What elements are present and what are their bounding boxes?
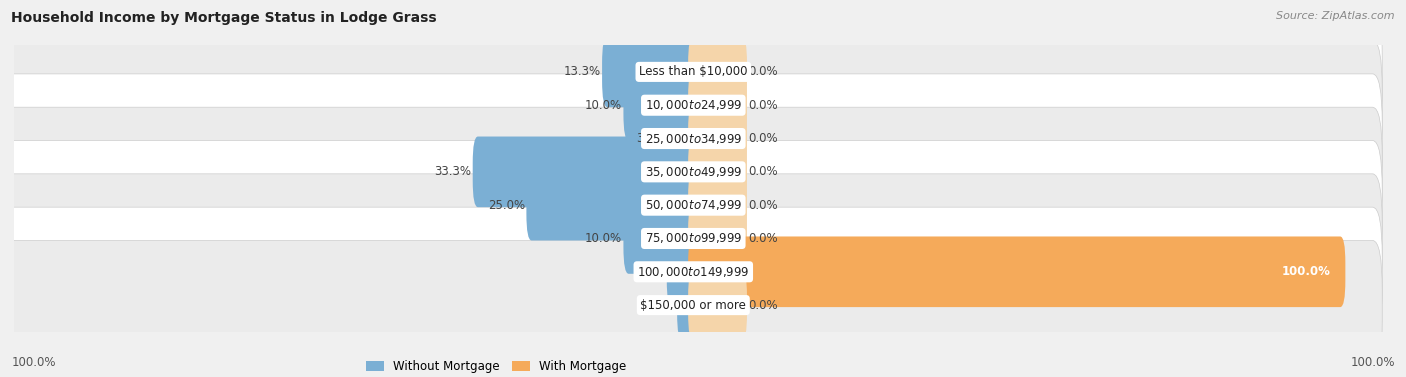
Text: 25.0%: 25.0% xyxy=(488,199,524,211)
FancyBboxPatch shape xyxy=(602,37,699,107)
Text: 0.0%: 0.0% xyxy=(748,166,778,178)
FancyBboxPatch shape xyxy=(666,103,699,174)
FancyBboxPatch shape xyxy=(688,136,747,207)
FancyBboxPatch shape xyxy=(678,270,699,340)
FancyBboxPatch shape xyxy=(688,70,747,141)
Text: $75,000 to $99,999: $75,000 to $99,999 xyxy=(644,231,742,245)
FancyBboxPatch shape xyxy=(4,41,1382,170)
Text: 0.0%: 0.0% xyxy=(748,65,778,78)
Text: 10.0%: 10.0% xyxy=(585,99,621,112)
Text: 100.0%: 100.0% xyxy=(11,357,56,369)
FancyBboxPatch shape xyxy=(4,107,1382,236)
FancyBboxPatch shape xyxy=(4,241,1382,370)
Text: 100.0%: 100.0% xyxy=(1350,357,1395,369)
Text: $25,000 to $34,999: $25,000 to $34,999 xyxy=(644,132,742,146)
Text: 0.0%: 0.0% xyxy=(748,132,778,145)
FancyBboxPatch shape xyxy=(688,270,747,340)
Text: 3.3%: 3.3% xyxy=(636,265,665,278)
Text: 0.0%: 0.0% xyxy=(748,99,778,112)
FancyBboxPatch shape xyxy=(688,236,1346,307)
Text: 0.0%: 0.0% xyxy=(748,232,778,245)
Text: 100.0%: 100.0% xyxy=(1282,265,1330,278)
FancyBboxPatch shape xyxy=(526,170,699,241)
Text: Less than $10,000: Less than $10,000 xyxy=(640,65,748,78)
Text: 0.0%: 0.0% xyxy=(748,299,778,312)
Text: Source: ZipAtlas.com: Source: ZipAtlas.com xyxy=(1277,11,1395,21)
FancyBboxPatch shape xyxy=(4,141,1382,270)
Text: $35,000 to $49,999: $35,000 to $49,999 xyxy=(644,165,742,179)
FancyBboxPatch shape xyxy=(4,207,1382,336)
Text: 33.3%: 33.3% xyxy=(434,166,471,178)
FancyBboxPatch shape xyxy=(4,74,1382,203)
Text: Household Income by Mortgage Status in Lodge Grass: Household Income by Mortgage Status in L… xyxy=(11,11,437,25)
FancyBboxPatch shape xyxy=(666,236,699,307)
Legend: Without Mortgage, With Mortgage: Without Mortgage, With Mortgage xyxy=(361,355,631,377)
Text: 0.0%: 0.0% xyxy=(748,199,778,211)
FancyBboxPatch shape xyxy=(688,103,747,174)
FancyBboxPatch shape xyxy=(623,203,699,274)
Text: $50,000 to $74,999: $50,000 to $74,999 xyxy=(644,198,742,212)
FancyBboxPatch shape xyxy=(688,203,747,274)
Text: $150,000 or more: $150,000 or more xyxy=(640,299,747,312)
Text: 13.3%: 13.3% xyxy=(564,65,600,78)
FancyBboxPatch shape xyxy=(688,170,747,241)
Text: $100,000 to $149,999: $100,000 to $149,999 xyxy=(637,265,749,279)
Text: 10.0%: 10.0% xyxy=(585,232,621,245)
FancyBboxPatch shape xyxy=(472,136,699,207)
Text: 3.3%: 3.3% xyxy=(636,132,665,145)
Text: 1.7%: 1.7% xyxy=(645,299,676,312)
FancyBboxPatch shape xyxy=(623,70,699,141)
Text: $10,000 to $24,999: $10,000 to $24,999 xyxy=(644,98,742,112)
FancyBboxPatch shape xyxy=(688,37,747,107)
FancyBboxPatch shape xyxy=(4,7,1382,136)
FancyBboxPatch shape xyxy=(4,174,1382,303)
